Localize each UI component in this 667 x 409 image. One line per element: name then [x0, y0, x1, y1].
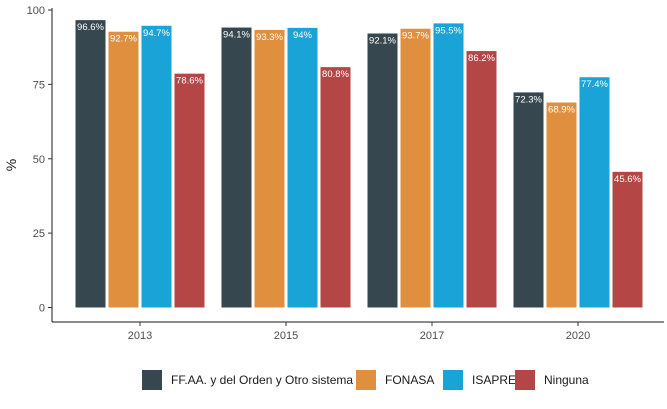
bar-ninguna-2020	[612, 171, 643, 308]
bar-isapre-2017	[433, 23, 464, 308]
bar-value-label: 92.7%	[110, 34, 137, 45]
y-tick-label: 0	[39, 303, 45, 315]
bar-fonasa-2015	[254, 29, 285, 308]
bar-value-label: 72.3%	[515, 94, 542, 105]
x-tick-label: 2015	[274, 330, 298, 342]
bar-value-label: 80.8%	[322, 69, 349, 80]
bar-value-label: 92.1%	[369, 36, 396, 47]
bar-fonasa-2020	[546, 102, 577, 308]
bar-value-label: 94.1%	[223, 30, 250, 41]
bar-fonasa-2013	[108, 31, 139, 308]
bar-value-label: 94%	[293, 30, 313, 41]
legend-label: FF.AA. y del Orden y Otro sistema	[171, 373, 353, 387]
legend-label: ISAPRE	[472, 373, 516, 387]
bar-isapre-2013	[141, 25, 172, 308]
x-tick-label: 2020	[566, 330, 590, 342]
bar-isapre-2020	[579, 77, 610, 308]
bar-value-label: 94.7%	[143, 28, 170, 39]
bar-value-label: 95.5%	[435, 25, 462, 36]
bar-value-label: 93.3%	[256, 32, 283, 43]
axes-layer: 0 25 50 75 100 2013 2015 2017 2020	[27, 5, 664, 342]
bar-value-label: 86.2%	[468, 53, 495, 64]
y-axis-title: %	[3, 159, 19, 171]
bar-value-label: 77.4%	[581, 79, 608, 90]
bar-ninguna-2013	[174, 73, 205, 308]
bar-ff-aa-y-del-orden-y-otro-sistema-2020	[513, 92, 544, 308]
bar-fonasa-2017	[400, 28, 431, 308]
bar-isapre-2015	[287, 27, 318, 308]
legend-label: Ninguna	[544, 373, 589, 387]
bar-value-label: 93.7%	[402, 31, 429, 42]
legend-swatch	[142, 370, 162, 390]
bar-ff-aa-y-del-orden-y-otro-sistema-2017	[367, 33, 398, 308]
x-tick-label: 2013	[128, 330, 152, 342]
bar-value-label: 68.9%	[548, 105, 575, 116]
y-tick-label: 25	[33, 228, 45, 240]
y-tick-label: 50	[33, 154, 45, 166]
legend-label: FONASA	[385, 373, 434, 387]
y-tick-label: 100	[27, 5, 45, 17]
legend-swatch	[443, 370, 463, 390]
bar-labels-layer: 96.6% 92.7% 94.7% 78.6% 94.1% 93.3% 94% 80.8% 92…	[77, 22, 641, 185]
bar-ninguna-2015	[320, 67, 351, 308]
bar-ff-aa-y-del-orden-y-otro-sistema-2015	[221, 27, 252, 308]
bar-ninguna-2017	[466, 51, 497, 308]
bar-value-label: 45.6%	[614, 174, 641, 185]
y-tick-label: 75	[33, 79, 45, 91]
legend-swatch	[515, 370, 535, 390]
bar-value-label: 78.6%	[176, 76, 203, 87]
legend: FF.AA. y del Orden y Otro sistema FONASA I…	[142, 370, 589, 390]
bars-layer	[75, 20, 643, 308]
x-tick-label: 2017	[420, 330, 444, 342]
bar-value-label: 96.6%	[77, 22, 104, 33]
legend-swatch	[356, 370, 376, 390]
bar-ff-aa-y-del-orden-y-otro-sistema-2013	[75, 20, 106, 308]
